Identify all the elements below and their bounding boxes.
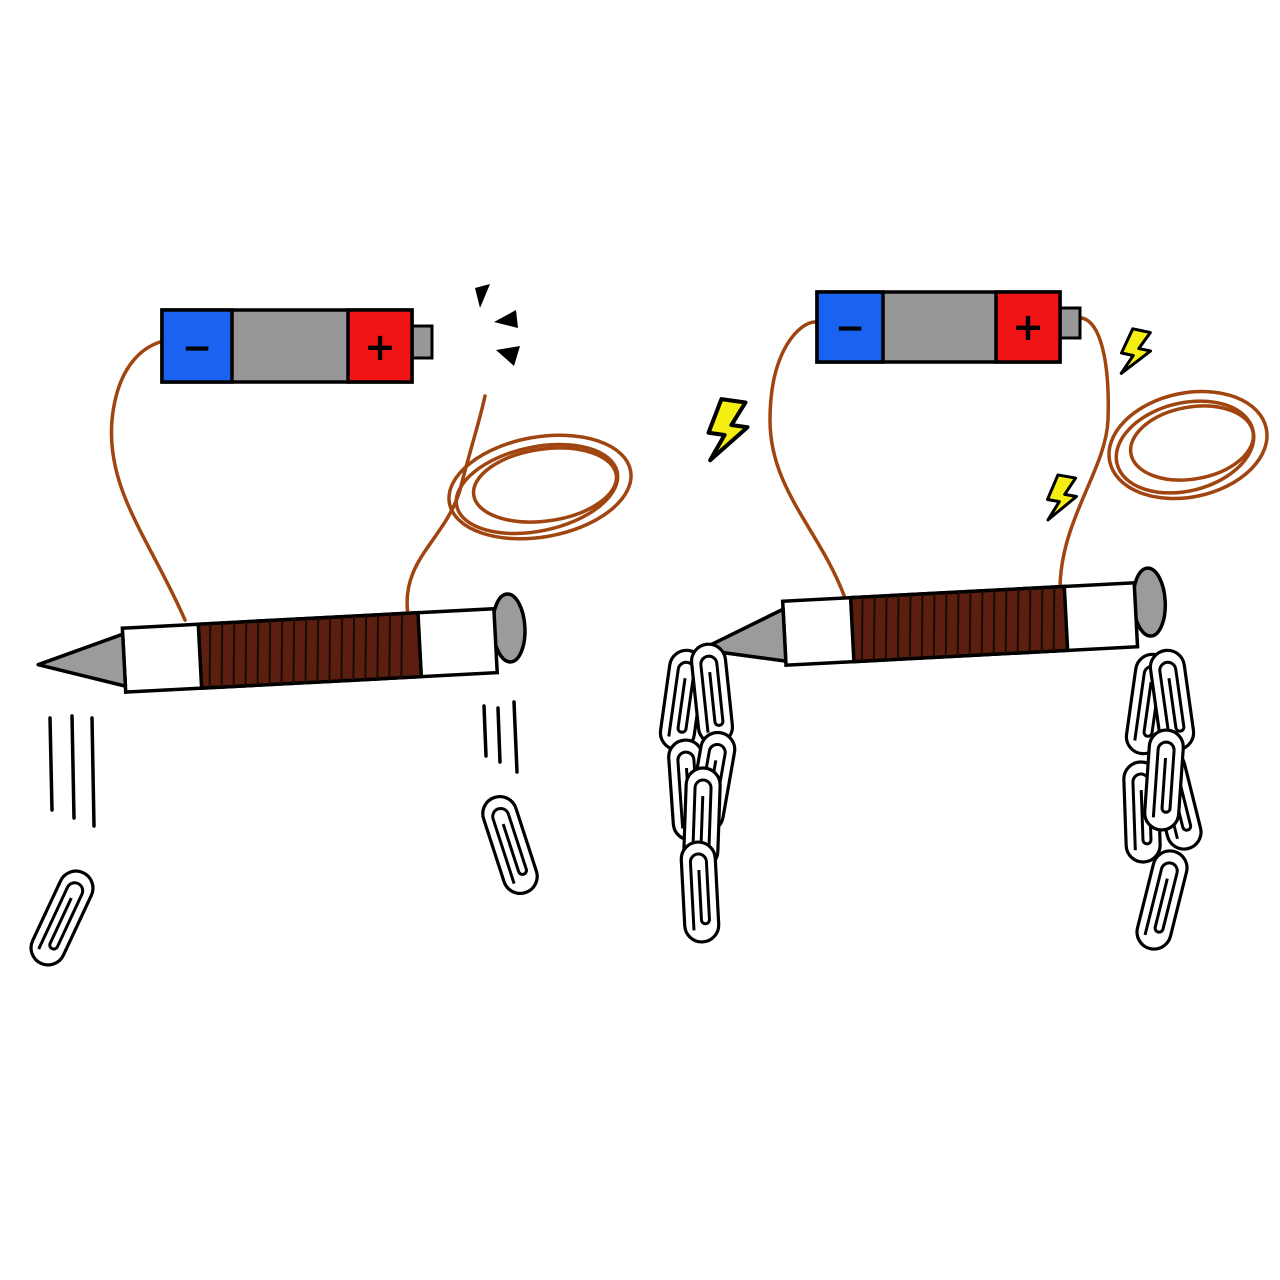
left-wire-negative [109,340,187,622]
left-positive-label: + [364,325,396,369]
left-falling-paperclip [476,790,544,900]
left-nail [36,592,527,694]
right-wire-coil-loop [1107,389,1269,501]
right-battery-positive [994,290,1062,364]
right-head-paperclip-cluster [1121,646,1207,955]
left-battery-negative [160,308,234,384]
right-nail [699,566,1168,668]
right-panel: − + [656,290,1269,955]
left-gap-marks [475,284,520,366]
attached-paperclip [1141,727,1187,833]
right-battery-negative [815,290,885,364]
left-negative-label: − [182,328,212,369]
left-wire-loose [405,394,487,617]
left-wire-coil-loop [447,433,633,541]
attached-paperclip [678,839,722,945]
right-positive-label: + [1012,305,1044,349]
left-motion-lines [48,700,519,828]
right-battery: − + [815,290,1082,364]
left-falling-paperclip [23,863,101,973]
left-nail-coil [196,610,424,690]
right-tip-paperclip-cluster [656,640,740,945]
left-panel: − + [23,284,633,973]
spark-icon [1115,326,1156,380]
right-wire-positive [1058,316,1111,592]
spark-icon [705,398,751,465]
left-battery-positive [346,308,414,384]
left-battery: − + [160,308,434,384]
right-negative-label: − [835,308,865,349]
right-wire-negative [768,320,847,600]
